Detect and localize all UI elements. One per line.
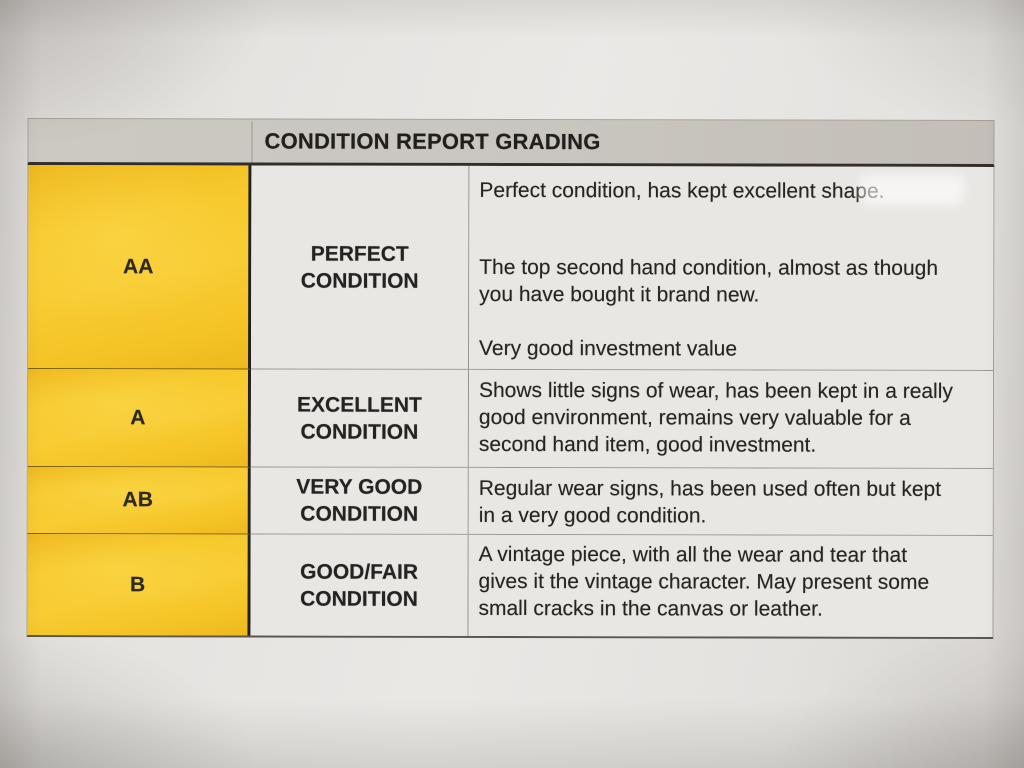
description-paragraph: A vintage piece, with all the wear and t… bbox=[478, 542, 930, 621]
grade-cell-ab: AB bbox=[27, 466, 251, 535]
condition-label-cell-good-fair: GOOD/FAIR CONDITION bbox=[250, 534, 469, 636]
description-paragraph: The top second hand condition, almost as… bbox=[479, 255, 939, 307]
condition-label-cell-excellent: EXCELLENT CONDITION bbox=[250, 369, 470, 468]
condition-label-cell-very-good: VERY GOOD CONDITION bbox=[250, 467, 469, 535]
description-paragraph: Regular wear signs, has been used often … bbox=[478, 476, 942, 528]
condition-label: GOOD/FAIR CONDITION bbox=[300, 560, 419, 611]
description-paragraph: Shows little signs of wear, has been kep… bbox=[478, 378, 953, 457]
description-cell-a: Shows little signs of wear, has been kep… bbox=[468, 369, 994, 470]
description-cell-ab: Regular wear signs, has been used often … bbox=[468, 467, 993, 537]
condition-label: EXCELLENT CONDITION bbox=[296, 393, 422, 444]
description-paragraph: Very good investment value bbox=[479, 336, 738, 361]
condition-grading-table: CONDITION REPORT GRADING AA PERFECT COND… bbox=[26, 117, 995, 640]
table-header-bar: CONDITION REPORT GRADING bbox=[27, 117, 995, 168]
condition-label: VERY GOOD CONDITION bbox=[296, 475, 423, 526]
grade-cell-aa: AA bbox=[28, 164, 252, 370]
condition-label: PERFECT CONDITION bbox=[300, 242, 419, 293]
table-title: CONDITION REPORT GRADING bbox=[264, 127, 601, 154]
table-body: AA PERFECT CONDITION Perfect condition, … bbox=[26, 164, 995, 640]
condition-label-cell-perfect: PERFECT CONDITION bbox=[251, 165, 470, 370]
description-cell-b: A vintage piece, with all the wear and t… bbox=[468, 534, 993, 638]
grade-cell-b: B bbox=[27, 533, 251, 636]
grade-cell-a: A bbox=[27, 368, 252, 468]
photo-glare-patch bbox=[860, 175, 964, 205]
